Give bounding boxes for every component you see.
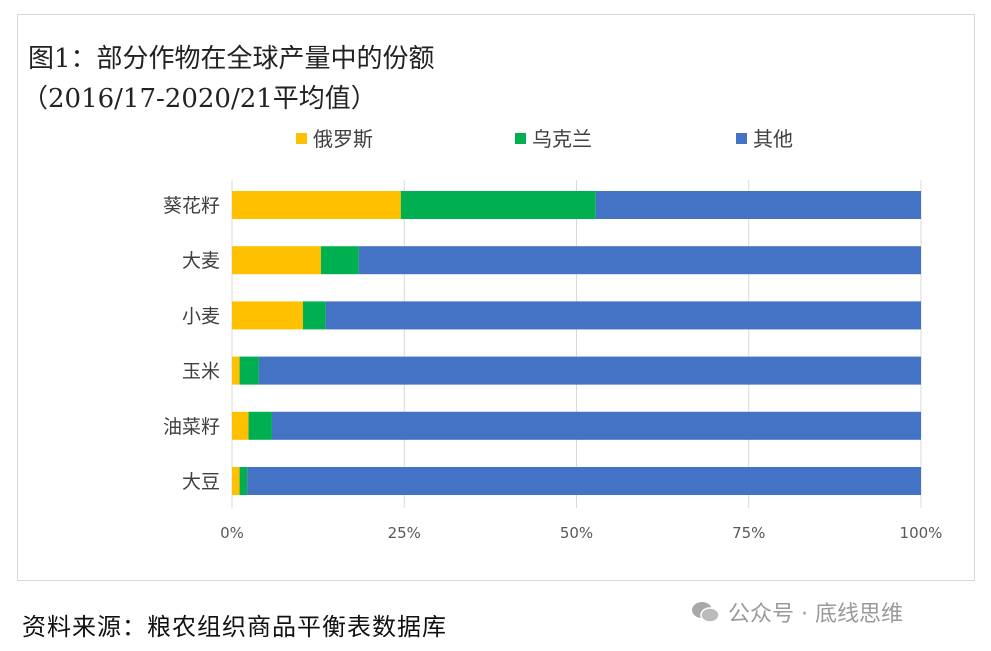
bar-segment [232, 301, 303, 330]
bar-segment [258, 356, 922, 385]
legend-label: 乌克兰 [532, 127, 592, 151]
chart-frame [17, 14, 975, 581]
chart-subtitle: （2016/17-2020/21平均值） [22, 84, 377, 114]
bar-segment [358, 246, 921, 275]
legend-swatch [296, 133, 307, 144]
y-tick-label: 油菜籽 [163, 416, 220, 438]
bar-segment [232, 411, 249, 440]
bar-segment [325, 301, 922, 330]
bar-segment [320, 246, 359, 275]
x-tick-label: 100% [900, 524, 943, 542]
bar-segment [239, 467, 248, 495]
y-tick-label: 大麦 [182, 250, 220, 272]
bar-segment [271, 411, 921, 440]
bar-segment [400, 191, 596, 219]
y-tick-label: 葵花籽 [163, 195, 220, 217]
legend-label: 其他 [753, 127, 793, 151]
y-tick-label: 大豆 [182, 471, 220, 493]
y-tick-label: 小麦 [182, 305, 220, 327]
bar-segment [302, 301, 326, 330]
bar-segment [232, 467, 240, 495]
bar-segment [247, 467, 921, 495]
x-tick-label: 50% [560, 524, 593, 542]
watermark: 公众号 · 底线思维 [690, 596, 903, 628]
legend-label: 俄罗斯 [313, 127, 373, 151]
bar-segment [595, 191, 921, 219]
bar-segment [239, 356, 259, 385]
bar-segment [232, 246, 321, 275]
wechat-icon [692, 602, 720, 623]
legend-swatch [736, 133, 747, 144]
x-tick-label: 75% [732, 524, 765, 542]
legend-swatch [515, 133, 526, 144]
y-tick-label: 玉米 [182, 361, 220, 383]
x-tick-label: 0% [220, 524, 244, 542]
x-tick-label: 25% [388, 524, 421, 542]
chart-title: 图1：部分作物在全球产量中的份额 [28, 44, 435, 74]
source-note: 资料来源：粮农组织商品平衡表数据库 [22, 613, 447, 641]
bar-segment [248, 411, 272, 440]
bar-segment [232, 191, 401, 219]
watermark-text: 公众号 · 底线思维 [728, 602, 903, 627]
bar-segment [232, 356, 240, 385]
